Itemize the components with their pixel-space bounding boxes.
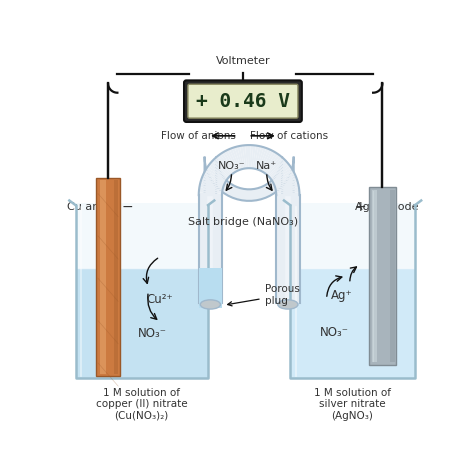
Polygon shape: [199, 190, 222, 194]
Polygon shape: [201, 179, 223, 188]
Polygon shape: [225, 150, 237, 171]
Polygon shape: [250, 145, 253, 168]
Polygon shape: [276, 193, 300, 195]
Text: 1 M solution of: 1 M solution of: [314, 388, 391, 398]
Polygon shape: [216, 156, 232, 175]
Polygon shape: [201, 177, 224, 187]
Polygon shape: [199, 187, 222, 192]
Ellipse shape: [201, 300, 220, 309]
Polygon shape: [218, 154, 234, 174]
Polygon shape: [220, 153, 235, 173]
Polygon shape: [204, 170, 226, 183]
Text: (Cu(NO₃)₂): (Cu(NO₃)₂): [114, 411, 169, 421]
Polygon shape: [267, 157, 284, 176]
Polygon shape: [75, 203, 208, 378]
Text: copper (II) nitrate: copper (II) nitrate: [96, 399, 187, 409]
Polygon shape: [274, 177, 297, 187]
Text: (AgNO₃): (AgNO₃): [331, 411, 373, 421]
Polygon shape: [257, 147, 266, 170]
Polygon shape: [273, 170, 294, 183]
Polygon shape: [275, 182, 298, 189]
Polygon shape: [260, 149, 271, 171]
Text: Cu anode: Cu anode: [67, 202, 120, 211]
Polygon shape: [199, 193, 222, 195]
Polygon shape: [206, 168, 227, 181]
Polygon shape: [240, 146, 246, 169]
Polygon shape: [262, 151, 276, 172]
Polygon shape: [390, 190, 395, 362]
Polygon shape: [255, 146, 264, 169]
Polygon shape: [210, 161, 229, 178]
Polygon shape: [100, 180, 106, 374]
Text: +: +: [354, 200, 366, 214]
Polygon shape: [276, 190, 300, 194]
Polygon shape: [271, 165, 291, 180]
Text: Flow of anions: Flow of anions: [161, 131, 236, 141]
Polygon shape: [270, 163, 290, 179]
Polygon shape: [199, 268, 222, 308]
Polygon shape: [235, 146, 243, 169]
Polygon shape: [369, 187, 396, 365]
Text: NO₃⁻: NO₃⁻: [320, 325, 349, 339]
Polygon shape: [261, 150, 273, 171]
Polygon shape: [113, 180, 118, 374]
Polygon shape: [253, 146, 258, 169]
Polygon shape: [274, 174, 296, 185]
Polygon shape: [248, 145, 250, 168]
Polygon shape: [205, 157, 294, 303]
Text: Salt bridge (NaNO₃): Salt bridge (NaNO₃): [188, 217, 298, 227]
Polygon shape: [203, 172, 225, 184]
Polygon shape: [290, 203, 415, 378]
Polygon shape: [199, 195, 222, 303]
Polygon shape: [245, 145, 248, 168]
Polygon shape: [209, 163, 228, 179]
Text: NO₃⁻: NO₃⁻: [138, 327, 167, 340]
Polygon shape: [227, 149, 238, 171]
Polygon shape: [275, 179, 298, 188]
Polygon shape: [207, 165, 228, 180]
Ellipse shape: [278, 300, 298, 309]
Text: Ag cathode: Ag cathode: [356, 202, 419, 211]
Polygon shape: [200, 182, 223, 189]
Text: Cu²⁺: Cu²⁺: [146, 292, 173, 306]
FancyBboxPatch shape: [184, 81, 302, 122]
Polygon shape: [264, 154, 280, 174]
Polygon shape: [200, 185, 223, 191]
Polygon shape: [372, 190, 377, 362]
Polygon shape: [268, 159, 286, 177]
Polygon shape: [258, 148, 269, 171]
Polygon shape: [269, 161, 288, 178]
Text: Voltmeter: Voltmeter: [216, 56, 270, 66]
Polygon shape: [251, 145, 256, 169]
FancyBboxPatch shape: [188, 84, 298, 118]
Polygon shape: [272, 168, 292, 181]
Polygon shape: [202, 174, 224, 185]
Polygon shape: [276, 187, 299, 192]
Polygon shape: [290, 268, 415, 378]
Text: silver nitrate: silver nitrate: [319, 399, 385, 409]
Polygon shape: [276, 185, 299, 191]
Text: Porous
plug: Porous plug: [228, 284, 300, 306]
Polygon shape: [266, 156, 283, 175]
Polygon shape: [264, 153, 278, 173]
Polygon shape: [229, 148, 240, 171]
Polygon shape: [222, 151, 236, 172]
Text: 1 M solution of: 1 M solution of: [103, 388, 180, 398]
Text: NO₃⁻: NO₃⁻: [218, 161, 246, 171]
Polygon shape: [254, 146, 261, 169]
Polygon shape: [214, 157, 231, 176]
Polygon shape: [276, 195, 300, 303]
Polygon shape: [212, 159, 230, 177]
Text: + 0.46 V: + 0.46 V: [196, 92, 290, 111]
Polygon shape: [75, 268, 208, 378]
Polygon shape: [242, 145, 247, 169]
Text: Na⁺: Na⁺: [256, 161, 277, 171]
Polygon shape: [96, 178, 120, 376]
Polygon shape: [237, 146, 244, 169]
Polygon shape: [273, 172, 295, 184]
Polygon shape: [232, 147, 241, 170]
Text: Flow of cations: Flow of cations: [250, 131, 328, 141]
Text: −: −: [122, 200, 133, 214]
Text: Ag⁺: Ag⁺: [331, 289, 353, 302]
